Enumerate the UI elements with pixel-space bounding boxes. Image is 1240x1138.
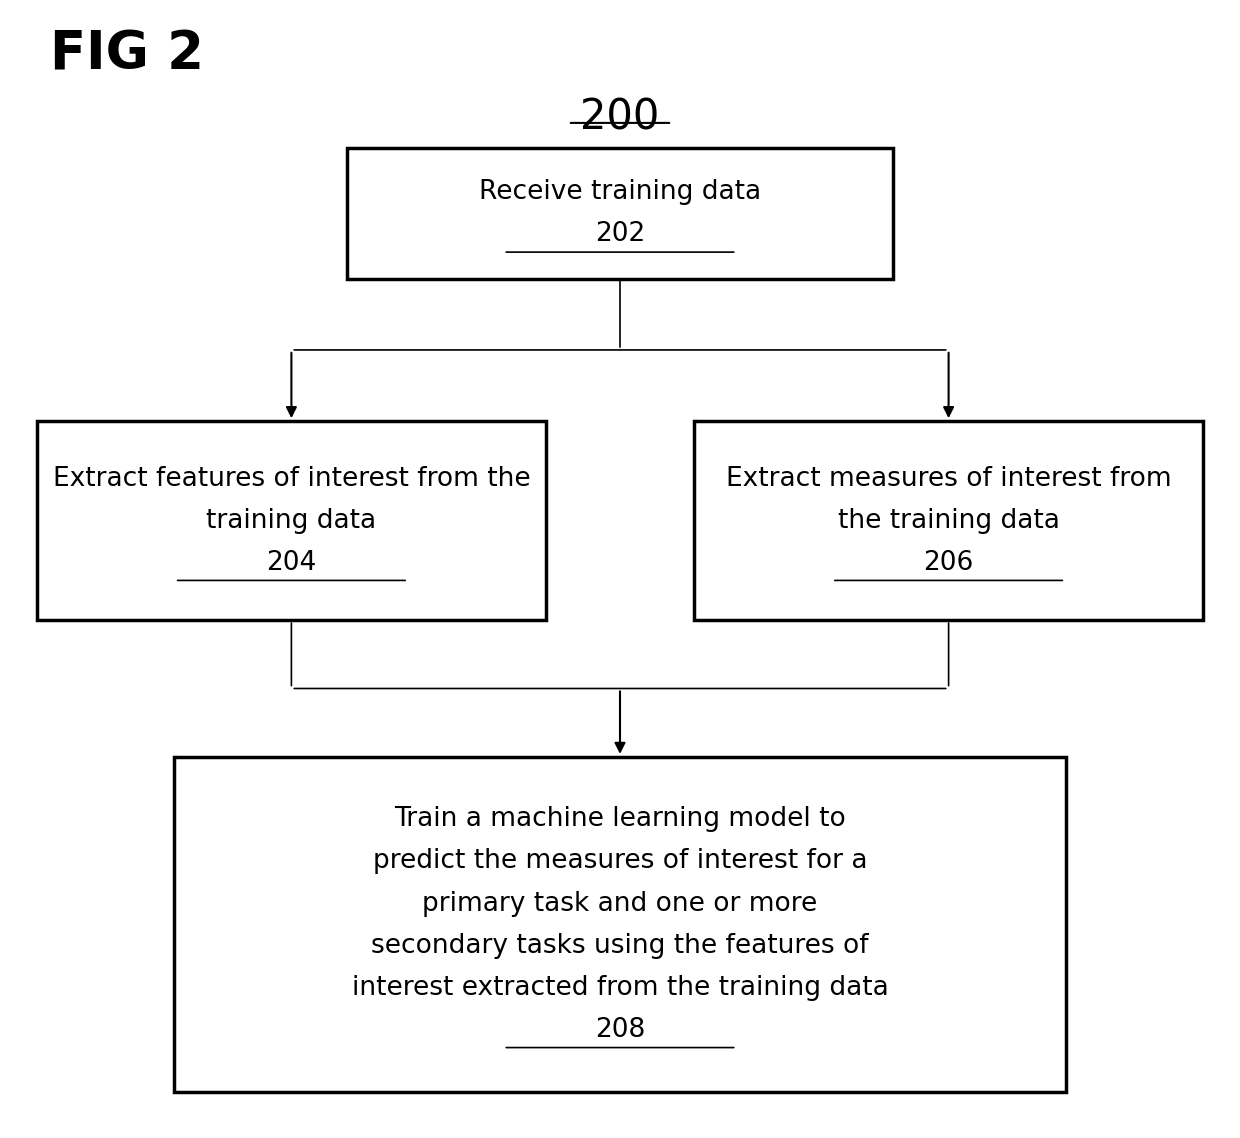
Text: predict the measures of interest for a: predict the measures of interest for a	[373, 849, 867, 874]
Text: secondary tasks using the features of: secondary tasks using the features of	[371, 933, 869, 958]
FancyBboxPatch shape	[174, 757, 1066, 1092]
FancyBboxPatch shape	[347, 148, 893, 279]
Text: interest extracted from the training data: interest extracted from the training dat…	[352, 975, 888, 1000]
Text: primary task and one or more: primary task and one or more	[423, 891, 817, 916]
Text: Receive training data: Receive training data	[479, 180, 761, 205]
Text: training data: training data	[206, 508, 377, 534]
Text: FIG 2: FIG 2	[50, 28, 203, 81]
Text: 206: 206	[924, 550, 973, 576]
Text: Extract features of interest from the: Extract features of interest from the	[52, 465, 531, 492]
Text: the training data: the training data	[838, 508, 1059, 534]
FancyBboxPatch shape	[37, 421, 546, 620]
FancyBboxPatch shape	[694, 421, 1203, 620]
Text: 204: 204	[267, 550, 316, 576]
Text: Extract measures of interest from: Extract measures of interest from	[725, 465, 1172, 492]
Text: 200: 200	[580, 97, 660, 139]
Text: 208: 208	[595, 1017, 645, 1042]
Text: 202: 202	[595, 222, 645, 247]
Text: Train a machine learning model to: Train a machine learning model to	[394, 807, 846, 832]
